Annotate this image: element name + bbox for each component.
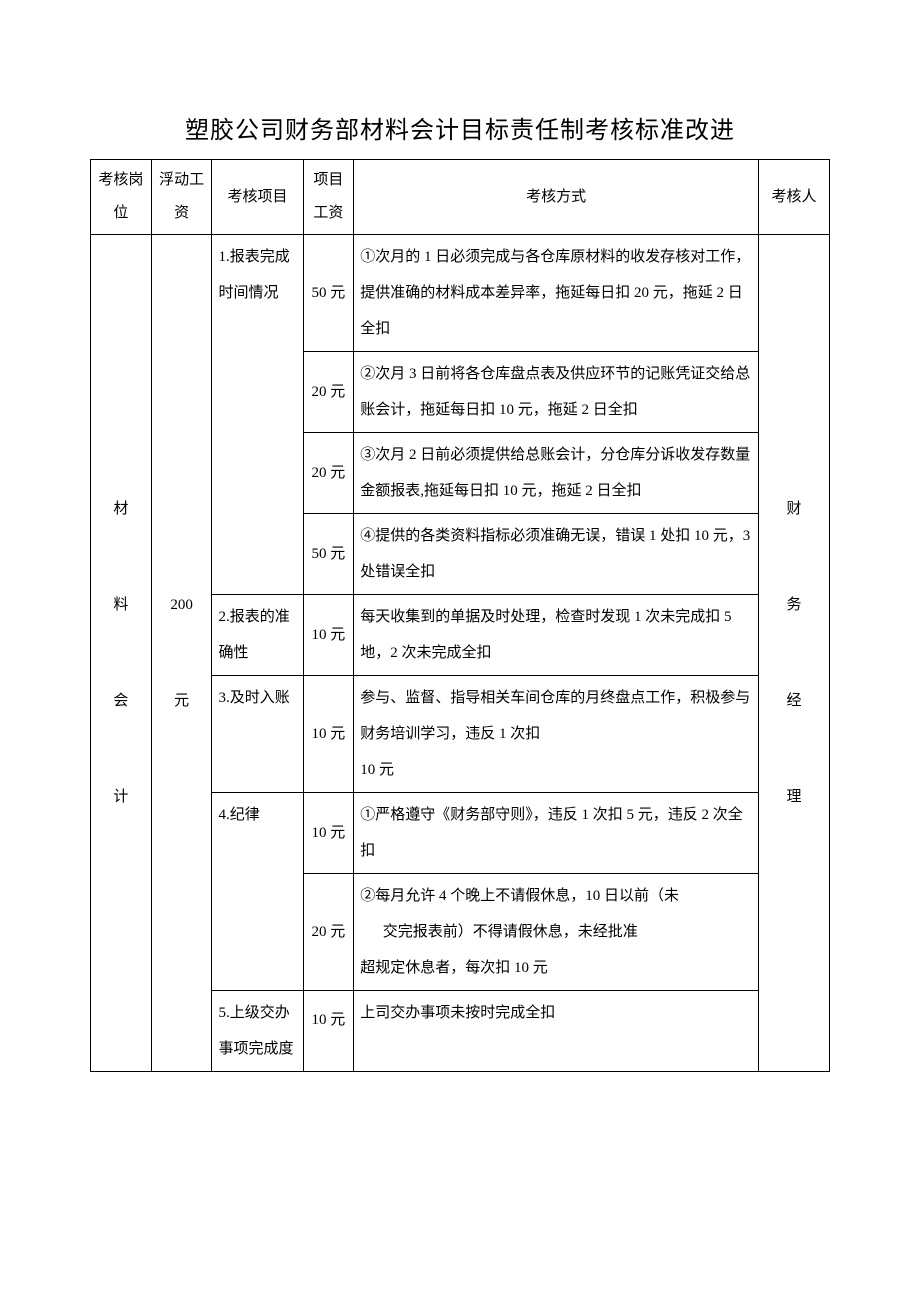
amount-1: 50 元 <box>303 235 354 352</box>
header-method: 考核方式 <box>354 160 759 235</box>
amount-5: 10 元 <box>303 595 354 676</box>
method-1: ①次月的 1 日必须完成与各仓库原材料的收发存核对工作，提供准确的材料成本差异率… <box>354 235 759 352</box>
amount-3: 20 元 <box>303 433 354 514</box>
amount-2: 20 元 <box>303 352 354 433</box>
item-2: 2.报表的准确性 <box>212 595 303 676</box>
item-1: 1.报表完成时间情况 <box>212 235 303 595</box>
assessment-table: 考核岗位 浮动工资 考核项目 项目工资 考核方式 考核人 材 料 会 计 200… <box>90 159 830 1072</box>
header-item-wage: 项目工资 <box>303 160 354 235</box>
header-row: 考核岗位 浮动工资 考核项目 项目工资 考核方式 考核人 <box>91 160 830 235</box>
method-9: 上司交办事项未按时完成全扣 <box>354 991 759 1072</box>
position-cell: 材 料 会 计 <box>91 235 152 1072</box>
method-7: ①严格遵守《财务部守则》，违反 1 次扣 5 元，违反 2 次全扣 <box>354 793 759 874</box>
amount-9: 10 元 <box>303 991 354 1072</box>
amount-7: 10 元 <box>303 793 354 874</box>
amount-6: 10 元 <box>303 676 354 793</box>
method-2: ②次月 3 日前将各仓库盘点表及供应环节的记账凭证交给总账会计，拖延每日扣 10… <box>354 352 759 433</box>
float-wage-cell: 200 元 <box>151 235 212 1072</box>
assessor-cell: 财 务 经 理 <box>759 235 830 1072</box>
page-container: 塑胶公司财务部材料会计目标责任制考核标准改进 考核岗位 浮动工资 考核项目 项目… <box>0 0 920 1132</box>
method-6: 参与、监督、指导相关车间仓库的月终盘点工作，积极参与财务培训学习，违反 1 次扣… <box>354 676 759 793</box>
page-title: 塑胶公司财务部材料会计目标责任制考核标准改进 <box>90 110 830 145</box>
header-assessor: 考核人 <box>759 160 830 235</box>
item-3: 3.及时入账 <box>212 676 303 793</box>
header-item: 考核项目 <box>212 160 303 235</box>
header-position: 考核岗位 <box>91 160 152 235</box>
method-8: ②每月允许 4 个晚上不请假休息，10 日以前（未 交完报表前）不得请假休息，未… <box>354 874 759 991</box>
item-4: 4.纪律 <box>212 793 303 991</box>
amount-4: 50 元 <box>303 514 354 595</box>
item-5: 5.上级交办事项完成度 <box>212 991 303 1072</box>
method-3: ③次月 2 日前必须提供给总账会计，分仓库分诉收发存数量金额报表,拖延每日扣 1… <box>354 433 759 514</box>
method-4: ④提供的各类资料指标必须准确无误，错误 1 处扣 10 元，3 处错误全扣 <box>354 514 759 595</box>
method-5: 每天收集到的单据及时处理，检查时发现 1 次未完成扣 5 地，2 次未完成全扣 <box>354 595 759 676</box>
header-float-wage: 浮动工资 <box>151 160 212 235</box>
amount-8: 20 元 <box>303 874 354 991</box>
table-row: 材 料 会 计 200 元 1.报表完成时间情况 50 元 ①次月的 1 日必须… <box>91 235 830 352</box>
